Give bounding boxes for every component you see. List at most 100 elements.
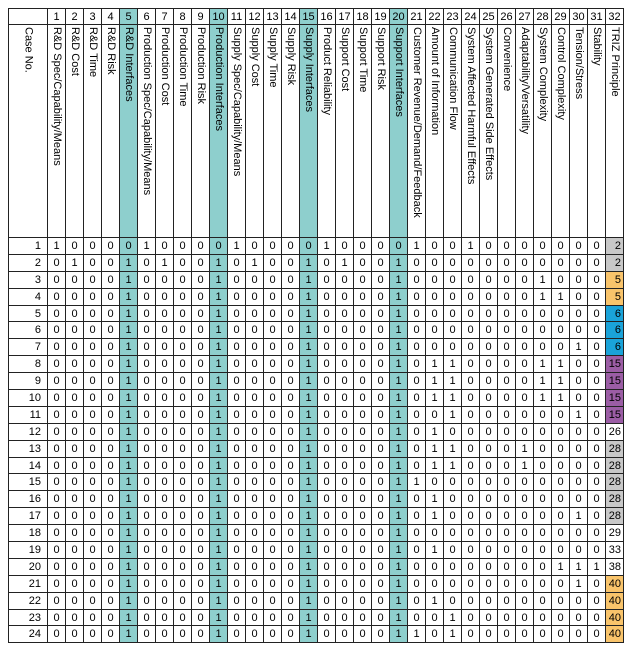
value-cell: 1 (389, 287, 408, 306)
value-cell: 0 (461, 253, 480, 272)
value-cell: 0 (83, 237, 102, 255)
value-cell: 0 (101, 338, 120, 357)
value-cell: 0 (245, 541, 264, 559)
value-cell: 0 (533, 405, 552, 424)
triz-principle-cell: 6 (605, 321, 624, 340)
value-cell: 0 (83, 591, 102, 610)
value-cell: 0 (173, 439, 192, 458)
value-cell: 0 (281, 287, 300, 306)
case-number: 19 (8, 541, 48, 559)
value-cell: 0 (371, 321, 390, 340)
value-cell: 1 (299, 355, 318, 374)
value-cell: 0 (371, 287, 390, 306)
value-cell: 0 (281, 389, 300, 407)
value-cell: 0 (65, 507, 84, 526)
value-cell: 0 (425, 608, 444, 627)
value-cell: 0 (65, 321, 84, 340)
value-cell: 0 (245, 625, 264, 644)
column-header-cell: Supply Cost (245, 24, 264, 238)
value-cell: 0 (569, 541, 588, 559)
value-cell: 0 (335, 456, 354, 475)
value-cell: 1 (119, 456, 138, 475)
value-cell: 0 (371, 507, 390, 526)
value-cell: 0 (461, 422, 480, 441)
value-cell: 0 (497, 389, 516, 407)
value-cell: 0 (227, 625, 246, 644)
column-number: 30 (569, 8, 588, 25)
case-number: 5 (8, 304, 48, 323)
column-header-cell: Control Complexity (551, 24, 570, 238)
value-cell: 1 (209, 304, 228, 323)
value-cell: 0 (101, 253, 120, 272)
value-cell: 0 (407, 287, 426, 306)
value-cell: 0 (425, 338, 444, 357)
column-header-cell: Tension/Stress (569, 24, 588, 238)
value-cell: 0 (281, 270, 300, 289)
value-cell: 0 (515, 405, 534, 424)
value-cell: 0 (245, 270, 264, 289)
value-cell: 0 (335, 321, 354, 340)
value-cell: 0 (533, 524, 552, 543)
column-number: 5 (119, 8, 138, 25)
case-number: 13 (8, 439, 48, 458)
triz-principle-cell: 2 (605, 253, 624, 272)
value-cell: 0 (101, 389, 120, 407)
column-header-cell: System Generated Side Effects (479, 24, 498, 238)
value-cell: 0 (281, 524, 300, 543)
case-number: 23 (8, 608, 48, 627)
value-cell: 0 (371, 574, 390, 593)
value-cell: 0 (515, 338, 534, 357)
value-cell: 0 (371, 591, 390, 610)
value-cell: 0 (425, 270, 444, 289)
value-cell: 0 (65, 338, 84, 357)
value-cell: 0 (173, 557, 192, 576)
value-cell: 0 (317, 574, 336, 593)
value-cell: 0 (281, 591, 300, 610)
value-cell: 1 (119, 321, 138, 340)
value-cell: 0 (335, 405, 354, 424)
value-cell: 0 (587, 456, 606, 475)
value-cell: 0 (497, 405, 516, 424)
triz-principle-cell: 40 (605, 608, 624, 627)
value-cell: 0 (461, 355, 480, 374)
value-cell: 0 (533, 608, 552, 627)
value-cell: 0 (173, 490, 192, 509)
value-cell: 1 (299, 541, 318, 559)
value-cell: 0 (479, 253, 498, 272)
value-cell: 0 (245, 473, 264, 492)
value-cell: 1 (407, 625, 426, 644)
column-header: System Affected Harmful Effects (465, 27, 477, 185)
value-cell: 1 (443, 608, 462, 627)
value-cell: 0 (461, 625, 480, 644)
value-cell: 1 (443, 355, 462, 374)
value-cell: 0 (335, 625, 354, 644)
value-cell: 0 (479, 304, 498, 323)
value-cell: 0 (551, 541, 570, 559)
value-cell: 1 (299, 405, 318, 424)
value-cell: 0 (281, 237, 300, 255)
value-cell: 1 (389, 473, 408, 492)
value-cell: 0 (533, 422, 552, 441)
value-cell: 0 (461, 439, 480, 458)
value-cell: 0 (227, 557, 246, 576)
value-cell: 0 (83, 338, 102, 357)
value-cell: 1 (209, 439, 228, 458)
value-cell: 0 (47, 270, 66, 289)
column-header: Support Cost (339, 27, 351, 92)
value-cell: 0 (65, 557, 84, 576)
table-row: 14 0 0 0 0 1 0 0 0 0 1 0 0 0 0 1 0 0 0 0 1 0 1 1 0 0 0 1 0 0 0 0 28 (8, 456, 624, 475)
triz-principle-cell: 28 (605, 456, 624, 475)
value-cell: 0 (227, 270, 246, 289)
value-cell: 0 (317, 608, 336, 627)
value-cell: 1 (515, 456, 534, 475)
value-cell: 0 (551, 591, 570, 610)
value-cell: 0 (191, 557, 210, 576)
value-cell: 0 (83, 304, 102, 323)
value-cell: 0 (371, 389, 390, 407)
case-number: 24 (8, 625, 48, 644)
value-cell: 0 (533, 541, 552, 559)
value-cell: 0 (371, 422, 390, 441)
value-cell: 0 (47, 439, 66, 458)
value-cell: 0 (263, 422, 282, 441)
value-cell: 0 (497, 507, 516, 526)
